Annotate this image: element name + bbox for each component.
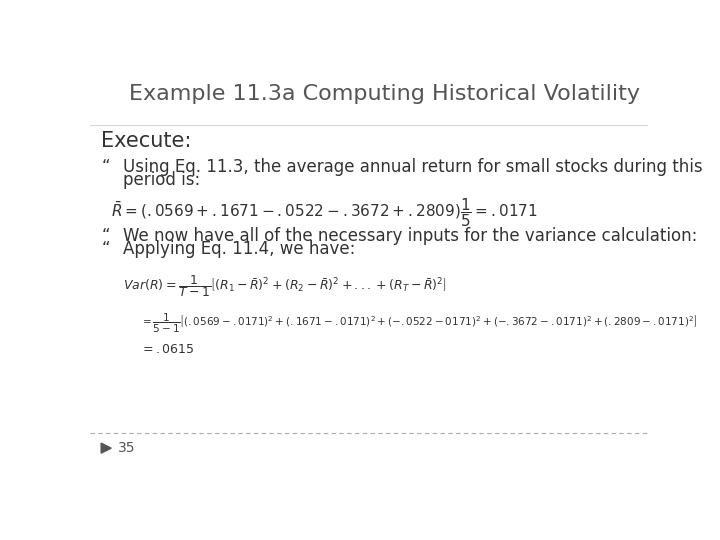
Text: We now have all of the necessary inputs for the variance calculation:: We now have all of the necessary inputs … [124,227,698,245]
Polygon shape [101,443,111,453]
Text: “: “ [101,240,109,258]
Text: Applying Eq. 11.4, we have:: Applying Eq. 11.4, we have: [124,240,356,258]
Text: $\mathit{Var(R)}=\dfrac{1}{T-1}\left[(R_1-\bar{R})^2+(R_2-\bar{R})^2+...+(R_T-\b: $\mathit{Var(R)}=\dfrac{1}{T-1}\left[(R_… [124,273,447,299]
Text: $\mathit{\bar{R}}=(.0569+.1671-.0522-.3672+.2809)\dfrac{1}{5}=.0171$: $\mathit{\bar{R}}=(.0569+.1671-.0522-.36… [111,196,538,228]
Text: Execute:: Execute: [101,131,192,151]
Text: $=\dfrac{1}{5-1}\left[(.0569-.0171)^2+(.1671-.0171)^2+(-.0522-0171)^2+(-.3672-.0: $=\dfrac{1}{5-1}\left[(.0569-.0171)^2+(.… [140,312,697,335]
Text: 35: 35 [118,441,135,455]
Text: $=.0615$: $=.0615$ [140,343,194,356]
Text: Example 11.3a Computing Historical Volatility: Example 11.3a Computing Historical Volat… [129,84,640,104]
Text: period is:: period is: [124,171,201,189]
Text: Using Eq. 11.3, the average annual return for small stocks during this: Using Eq. 11.3, the average annual retur… [124,158,703,176]
Text: “: “ [101,158,109,176]
Text: “: “ [101,227,109,245]
